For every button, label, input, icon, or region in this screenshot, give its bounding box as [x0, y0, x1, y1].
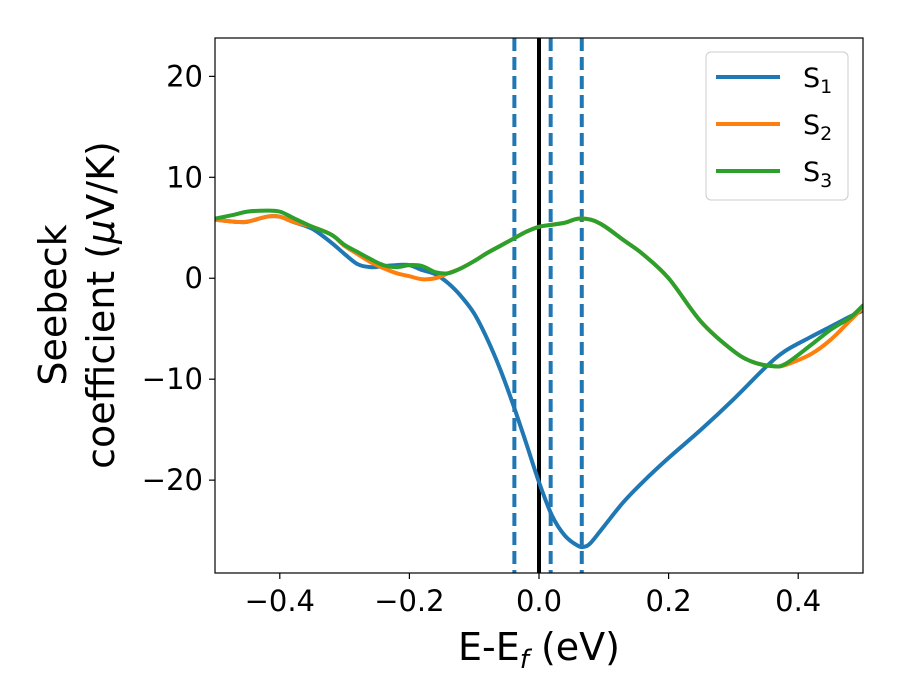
plot-lines — [215, 38, 863, 573]
x-tick-label: 0.0 — [516, 584, 562, 618]
legend-label-s3-main: S — [803, 157, 820, 188]
x-tick-label: 0.2 — [646, 584, 692, 618]
legend-label-s1-main: S — [803, 63, 820, 94]
legend-label-s2-sub: 2 — [820, 123, 832, 145]
y-axis-label-line1: Seebeck — [31, 224, 75, 385]
legend-label-s3-sub: 3 — [820, 170, 832, 192]
x-tick-label: −0.2 — [374, 584, 444, 618]
y-tick-label: −20 — [142, 463, 203, 497]
x-axis-label: E-Ef (eV) — [458, 625, 620, 675]
series-line-s3 — [215, 208, 863, 369]
x-axis-label-main: E-E — [458, 625, 520, 669]
y-axis-label-mu: μ — [79, 220, 123, 245]
series-line-s1 — [215, 214, 863, 550]
legend-label-s2: S2 — [803, 110, 832, 145]
axis-ticks: −0.4 −0.2 0.0 0.2 0.4 −20 −10 0 10 20 — [142, 59, 821, 618]
legend-label-s2-main: S — [803, 110, 820, 141]
y-axis-label-prefix: coefficient ( — [79, 244, 123, 469]
y-tick-label: 10 — [166, 160, 203, 194]
y-axis-label-line2: coefficient (μV/K) — [79, 141, 123, 469]
y-tick-label: −10 — [142, 362, 203, 396]
x-tick-label: 0.4 — [775, 584, 821, 618]
legend-label-s1-sub: 1 — [820, 76, 832, 98]
legend-label-s3: S3 — [803, 157, 832, 192]
y-tick-label: 20 — [166, 59, 203, 93]
y-axis-label-suffix: V/K) — [79, 141, 123, 220]
legend: S1 S2 S3 — [705, 51, 849, 201]
x-axis-label-suffix: (eV) — [529, 625, 620, 669]
legend-label-s1: S1 — [803, 63, 832, 98]
x-tick-label: −0.4 — [245, 584, 315, 618]
y-tick-label: 0 — [185, 261, 203, 295]
